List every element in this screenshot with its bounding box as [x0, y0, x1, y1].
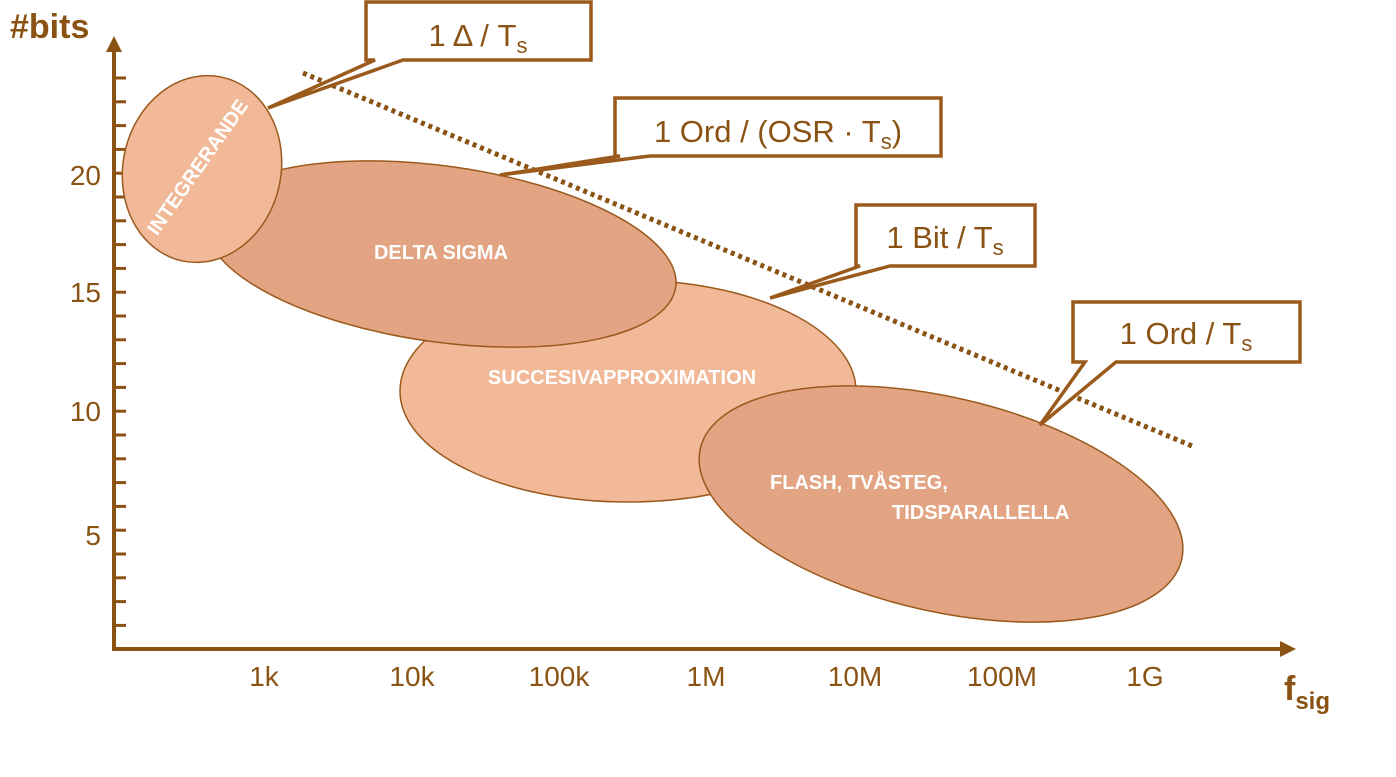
delta-sigma-label: DELTA SIGMA — [374, 242, 508, 264]
y-tick-label: 15 — [70, 277, 101, 308]
y-tick-label: 20 — [70, 160, 101, 191]
callout-ord: 1 Ord / Ts — [1038, 300, 1302, 427]
y-tick-label: 10 — [70, 396, 101, 427]
flash-label-line2: TIDSPARALLELLA — [892, 502, 1069, 524]
x-tick-label: 100M — [967, 661, 1037, 692]
callout-bit-text: 1 Bit / Ts — [886, 220, 1003, 260]
y-axis-arrow-icon — [106, 36, 122, 52]
y-axis-label: #bits — [10, 8, 89, 46]
performance-limit-line — [302, 70, 1193, 449]
x-tick-label: 100k — [529, 661, 591, 692]
x-axis-arrow-icon — [1280, 641, 1296, 657]
x-tick-label: 10M — [828, 661, 882, 692]
callout-bit: 1 Bit / Ts — [769, 203, 1037, 300]
flash-region — [698, 385, 1184, 623]
x-tick-label: 1G — [1126, 661, 1163, 692]
y-tick-label: 5 — [85, 520, 101, 551]
x-tick-label: 1M — [687, 661, 726, 692]
callout-ord-osr-text: 1 Ord / (OSR · Ts) — [654, 114, 902, 154]
callout-delta-text: 1 Δ / Ts — [429, 18, 528, 58]
y-axis-minor-ticks — [114, 76, 126, 627]
succesiv-approximation-label: SUCCESIVAPPROXIMATION — [488, 367, 756, 389]
integrerande-region — [121, 74, 283, 264]
callout-delta: 1 Δ / Ts — [267, 0, 593, 110]
callout-ord-osr: 1 Ord / (OSR · Ts) — [499, 96, 943, 177]
x-axis-label: fsig — [1284, 670, 1330, 715]
x-tick-label: 1k — [249, 661, 280, 692]
x-tick-label: 10k — [389, 661, 435, 692]
callout-ord-text: 1 Ord / Ts — [1120, 316, 1253, 356]
flash-label-line1: FLASH, TVÅSTEG, — [770, 470, 948, 494]
